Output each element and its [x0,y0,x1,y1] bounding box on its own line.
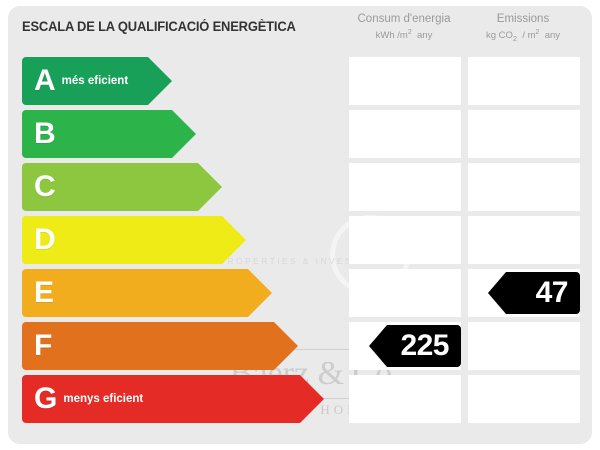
column-header-emissions: Emissions kg CO2 / m2 any [464,12,582,44]
rating-row-c: C [0,163,600,211]
rating-bar-d: D [22,216,246,264]
page-title: ESCALA DE LA QUALIFICACIÓ ENERGÈTICA [22,19,296,34]
rating-letter-f: F [34,329,52,362]
rating-bar-arrow-tip [274,322,298,370]
emissions-cell-b [468,110,580,158]
rating-row-f: F [0,322,600,370]
emissions-cell-d [468,216,580,264]
column-header-energy-units: kWh /m2 any [375,28,433,41]
emissions-cell-a [468,57,580,105]
column-header-energy: Consum d'energia kWh /m2 any [345,12,463,42]
rating-row-d: D [0,216,600,264]
rating-bar-arrow-tip [148,57,172,105]
emissions-cell-c [468,163,580,211]
rating-bar-e: E [22,269,272,317]
emissions-cell-f [468,322,580,370]
rating-bar-arrow-tip [198,163,222,211]
rating-bar-arrow-tip [248,269,272,317]
column-header-energy-main: Consum d'energia [357,13,451,25]
rating-letter-b: B [34,117,56,150]
rating-bar-arrow-tip [222,216,246,264]
rating-bar-c: C [22,163,222,211]
rating-bar-body: C [22,163,198,211]
rating-row-b: B [0,110,600,158]
rating-letter-e: E [34,276,54,309]
energy-cell-d [349,216,461,264]
rating-bar-arrow-tip [172,110,196,158]
rating-note-g: menys eficient [63,393,144,405]
energy-cell-g [349,375,461,423]
rating-letter-c: C [34,170,56,203]
rating-bar-body: B [22,110,172,158]
energy-value-badge: 225 [369,325,461,367]
energy-cell-b [349,110,461,158]
energy-cell-a [349,57,461,105]
column-header-emissions-units: kg CO2 / m2 any [485,28,561,43]
energy-cell-e [349,269,461,317]
rating-letter-d: D [34,223,56,256]
rating-letter-a: A [34,64,56,97]
emissions-cell-g [468,375,580,423]
energy-cell-c [349,163,461,211]
rating-bar-body: E [22,269,248,317]
rating-bar-body: F [22,322,274,370]
rating-note-a: més eficient [61,75,129,87]
rating-bar-f: F [22,322,298,370]
rating-bar-b: B [22,110,196,158]
rating-bar-arrow-tip [300,375,324,423]
emissions-value-badge: 47 [488,272,580,314]
rating-bar-body: D [22,216,222,264]
rating-row-e: E [0,269,600,317]
rating-letter-g: G [34,382,57,415]
column-header-emissions-main: Emissions [496,13,550,25]
